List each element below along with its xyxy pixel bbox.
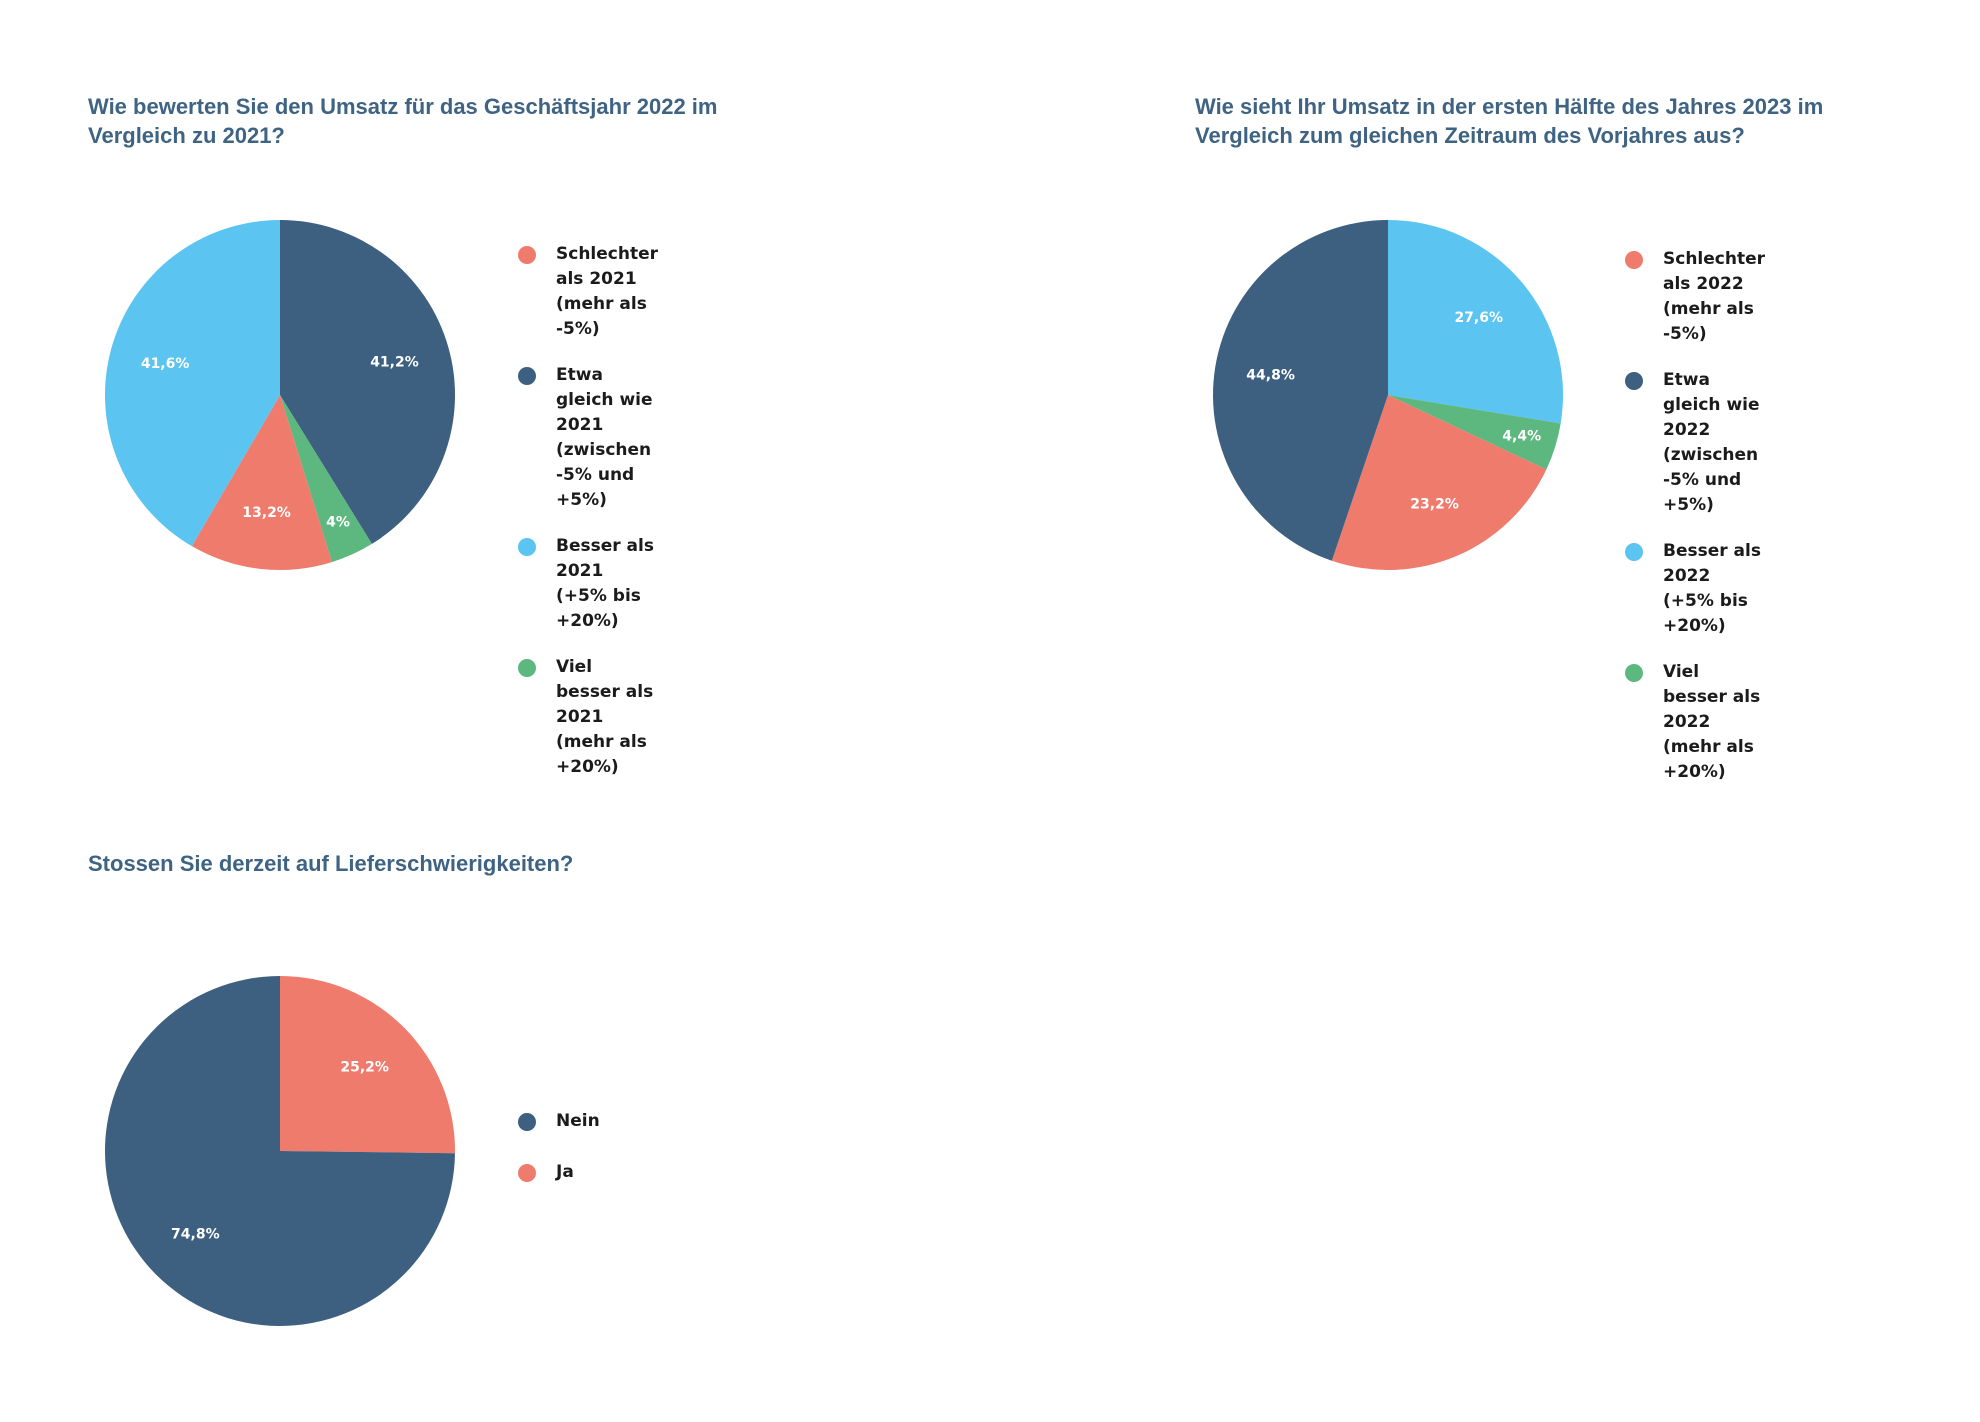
slice-data-label: 41,6% [141,356,190,372]
legend: Nein Ja [518,1109,600,1206]
pie-slice [105,220,280,547]
legend-label: Schlechter als 2021 (mehr als -5%) [556,244,658,339]
pie-chart: 41,2% 4% 13,2% 41,6% [105,220,455,570]
slice-data-label: 23,2% [1410,497,1459,513]
legend-item: Besser als 2022 (+5% bis +20%) [1625,539,1765,639]
pie-slice [104,976,455,1326]
legend-label: Viel besser als 2022 (mehr als +20%) [1663,662,1761,782]
chart-title: Wie bewerten Sie den Umsatz für das Gesc… [88,94,718,148]
pie-slice [280,976,455,1154]
legend-item: Viel besser als 2022 (mehr als +20%) [1625,660,1765,785]
pie-slice [1388,220,1563,424]
legend-dot [1625,543,1643,561]
pie-slice [191,395,332,570]
legend-item: Schlechter als 2022 (mehr als -5%) [1625,247,1765,347]
legend-dot [518,367,536,385]
legend-label: Viel besser als 2021 (mehr als +20%) [556,657,654,777]
pie-chart: 27,6% 4,4% 23,2% 44,8% [1213,220,1563,570]
legend-label: Besser als 2021 (+5% bis +20%) [556,536,654,631]
chart-title: Wie sieht Ihr Umsatz in der ersten Hälft… [1195,94,1824,148]
legend-dot [518,1113,536,1131]
pie-slice [1388,395,1561,470]
legend: Schlechter als 2022 (mehr als -5%) Etwa … [1625,247,1765,806]
legend-label: Nein [556,1111,600,1131]
slice-data-label: 13,2% [242,505,291,521]
pie-chart: 25,2% 74,8% [104,976,455,1326]
legend-item: Etwa gleich wie 2021 (zwischen -5% und +… [518,363,658,513]
slice-data-label: 74,8% [171,1227,220,1243]
legend-item: Besser als 2021 (+5% bis +20%) [518,534,658,634]
legend-item: Ja [518,1160,600,1185]
legend-dot [518,1164,536,1182]
legend-item: Viel besser als 2021 (mehr als +20%) [518,655,658,780]
pie-slice [1331,395,1547,570]
slice-data-label: 41,2% [370,355,419,371]
pie-slice [280,220,455,544]
legend-dot [518,659,536,677]
legend-item: Etwa gleich wie 2022 (zwischen -5% und +… [1625,368,1765,518]
legend: Schlechter als 2021 (mehr als -5%) Etwa … [518,242,658,801]
legend-label: Schlechter als 2022 (mehr als -5%) [1663,249,1765,344]
slice-data-label: 44,8% [1246,368,1295,384]
legend-label: Ja [556,1162,574,1182]
pie-slice [1213,220,1388,561]
legend-dot [1625,251,1643,269]
legend-dot [518,246,536,264]
legend-label: Etwa gleich wie 2021 (zwischen -5% und +… [556,365,653,510]
legend-dot [518,538,536,556]
legend-item: Schlechter als 2021 (mehr als -5%) [518,242,658,342]
legend-dot [1625,372,1643,390]
pie-slice [280,395,372,563]
slice-data-label: 25,2% [340,1059,389,1075]
legend-label: Besser als 2022 (+5% bis +20%) [1663,541,1761,636]
legend-item: Nein [518,1109,600,1134]
legend-dot [1625,664,1643,682]
chart-title: Stossen Sie derzeit auf Lieferschwierigk… [88,851,574,876]
legend-label: Etwa gleich wie 2022 (zwischen -5% und +… [1663,370,1760,515]
slice-data-label: 4,4% [1502,429,1541,445]
slice-data-label: 27,6% [1454,310,1503,326]
slice-data-label: 4% [326,514,350,530]
